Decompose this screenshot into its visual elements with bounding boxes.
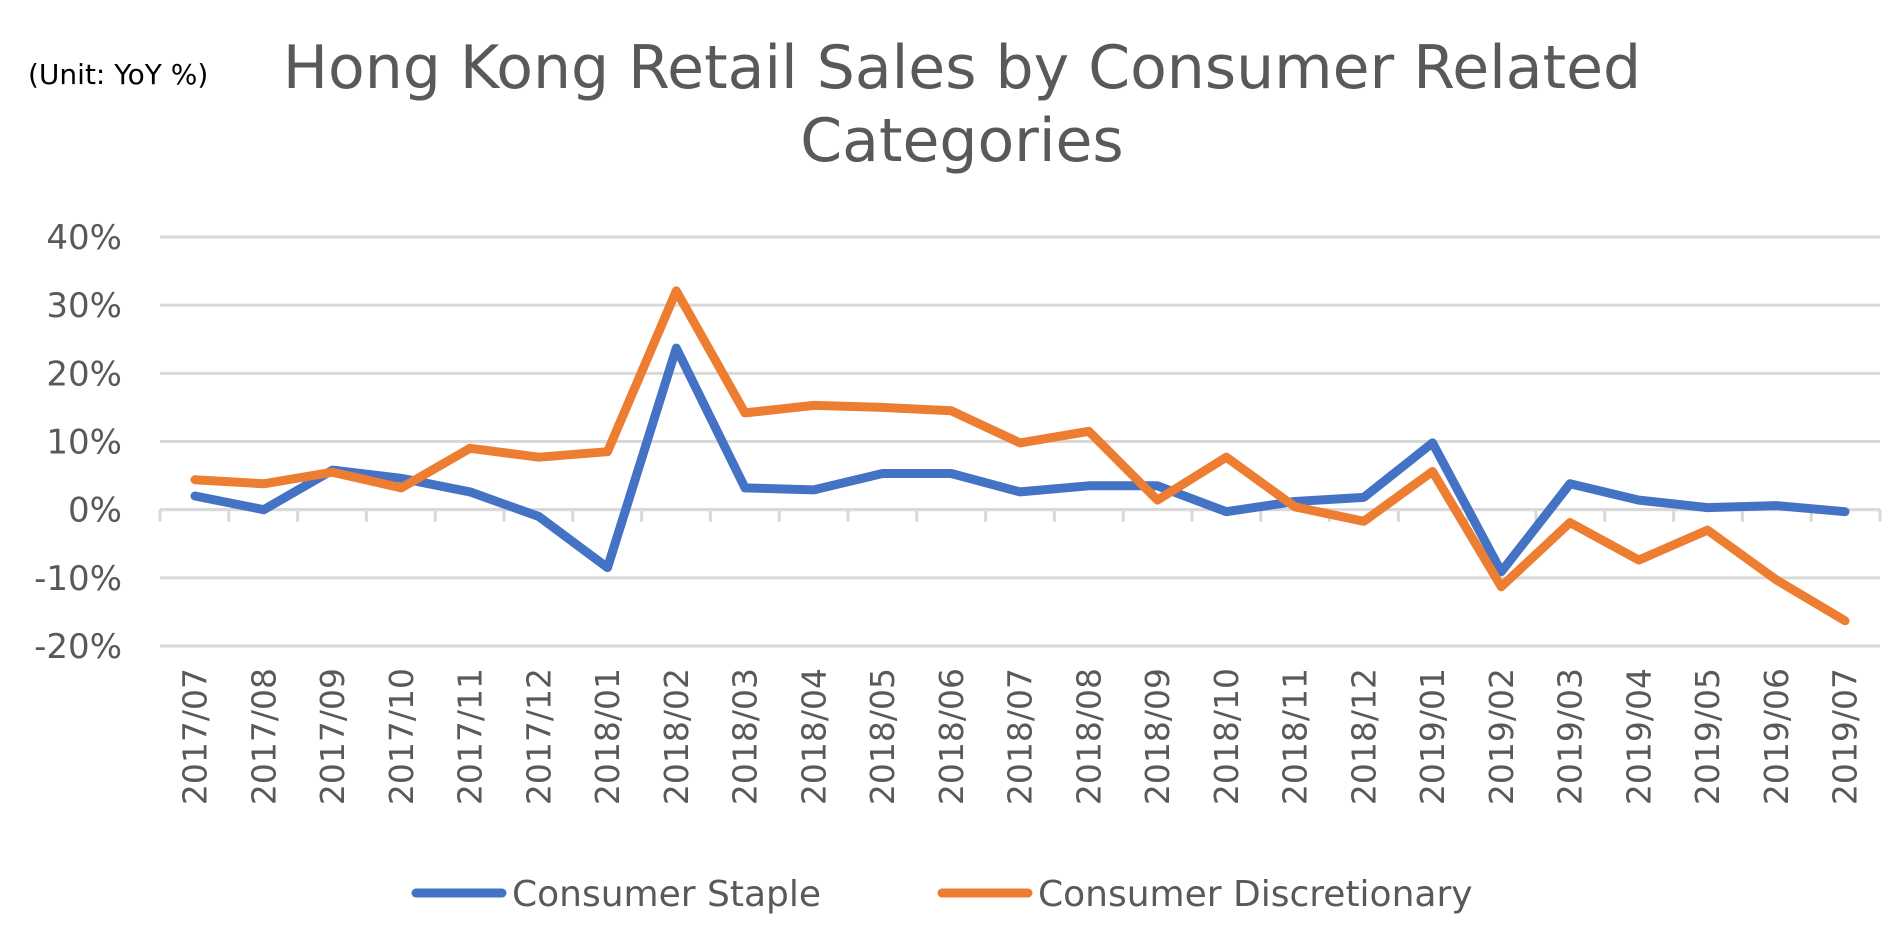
- x-tick-label: 2018/08: [1069, 668, 1108, 805]
- x-tick-label: 2018/11: [1276, 668, 1315, 805]
- legend: Consumer Staple Consumer Discretionary: [411, 874, 1473, 915]
- x-tick-label: 2018/03: [726, 668, 765, 805]
- x-tick-label: 2017/11: [451, 668, 490, 805]
- x-tick-label: 2019/07: [1826, 668, 1865, 805]
- y-tick-label: -20%: [34, 627, 122, 667]
- x-tick-label: 2018/12: [1344, 668, 1383, 805]
- unit-label: (Unit: YoY %): [28, 58, 208, 91]
- x-tick-label: 2017/10: [382, 668, 421, 805]
- x-tick-label: 2017/08: [244, 668, 283, 805]
- x-tick-label: 2017/12: [519, 668, 558, 805]
- x-tick-label: 2019/04: [1619, 668, 1658, 805]
- x-tick-label: 2018/01: [588, 668, 627, 805]
- series-line-2: [190, 286, 1850, 626]
- y-tick-label: 20%: [46, 354, 122, 394]
- x-axis: [158, 508, 1882, 522]
- legend-label-1: Consumer Staple: [512, 874, 821, 915]
- chart-title-line-2: Categories: [800, 106, 1123, 176]
- chart-title-line-1: Hong Kong Retail Sales by Consumer Relat…: [283, 33, 1641, 103]
- x-tick-label: 2017/09: [313, 668, 352, 805]
- x-tick-label: 2019/03: [1551, 668, 1590, 805]
- x-tick-label: 2017/07: [176, 668, 215, 805]
- legend-label-2: Consumer Discretionary: [1038, 874, 1473, 915]
- x-tick-label: 2019/05: [1688, 668, 1727, 805]
- x-tick-label: 2019/06: [1757, 668, 1796, 805]
- x-tick-label: 2018/09: [1138, 668, 1177, 805]
- x-tick-label: 2018/10: [1207, 668, 1246, 805]
- y-tick-label: 0%: [68, 491, 122, 531]
- x-tick-label: 2018/05: [863, 668, 902, 805]
- y-tick-label: -10%: [34, 559, 122, 599]
- x-axis-ticks: 2017/07 2017/08 2017/09 2017/10 2017/11 2017/…: [176, 668, 1865, 805]
- series-lines: [190, 286, 1850, 626]
- x-tick-label: 2018/07: [1001, 668, 1040, 805]
- y-tick-label: 40%: [46, 218, 122, 258]
- y-tick-label: 10%: [46, 423, 122, 463]
- y-axis-ticks: -20% -10% 0% 10% 20% 30% 40%: [34, 218, 122, 667]
- x-tick-label: 2019/01: [1413, 668, 1452, 805]
- y-tick-label: 30%: [46, 286, 122, 326]
- series-line-1: [190, 343, 1850, 577]
- x-tick-label: 2018/02: [657, 668, 696, 805]
- x-tick-label: 2018/04: [794, 668, 833, 805]
- x-tick-label: 2019/02: [1482, 668, 1521, 805]
- x-tick-label: 2018/06: [932, 668, 971, 805]
